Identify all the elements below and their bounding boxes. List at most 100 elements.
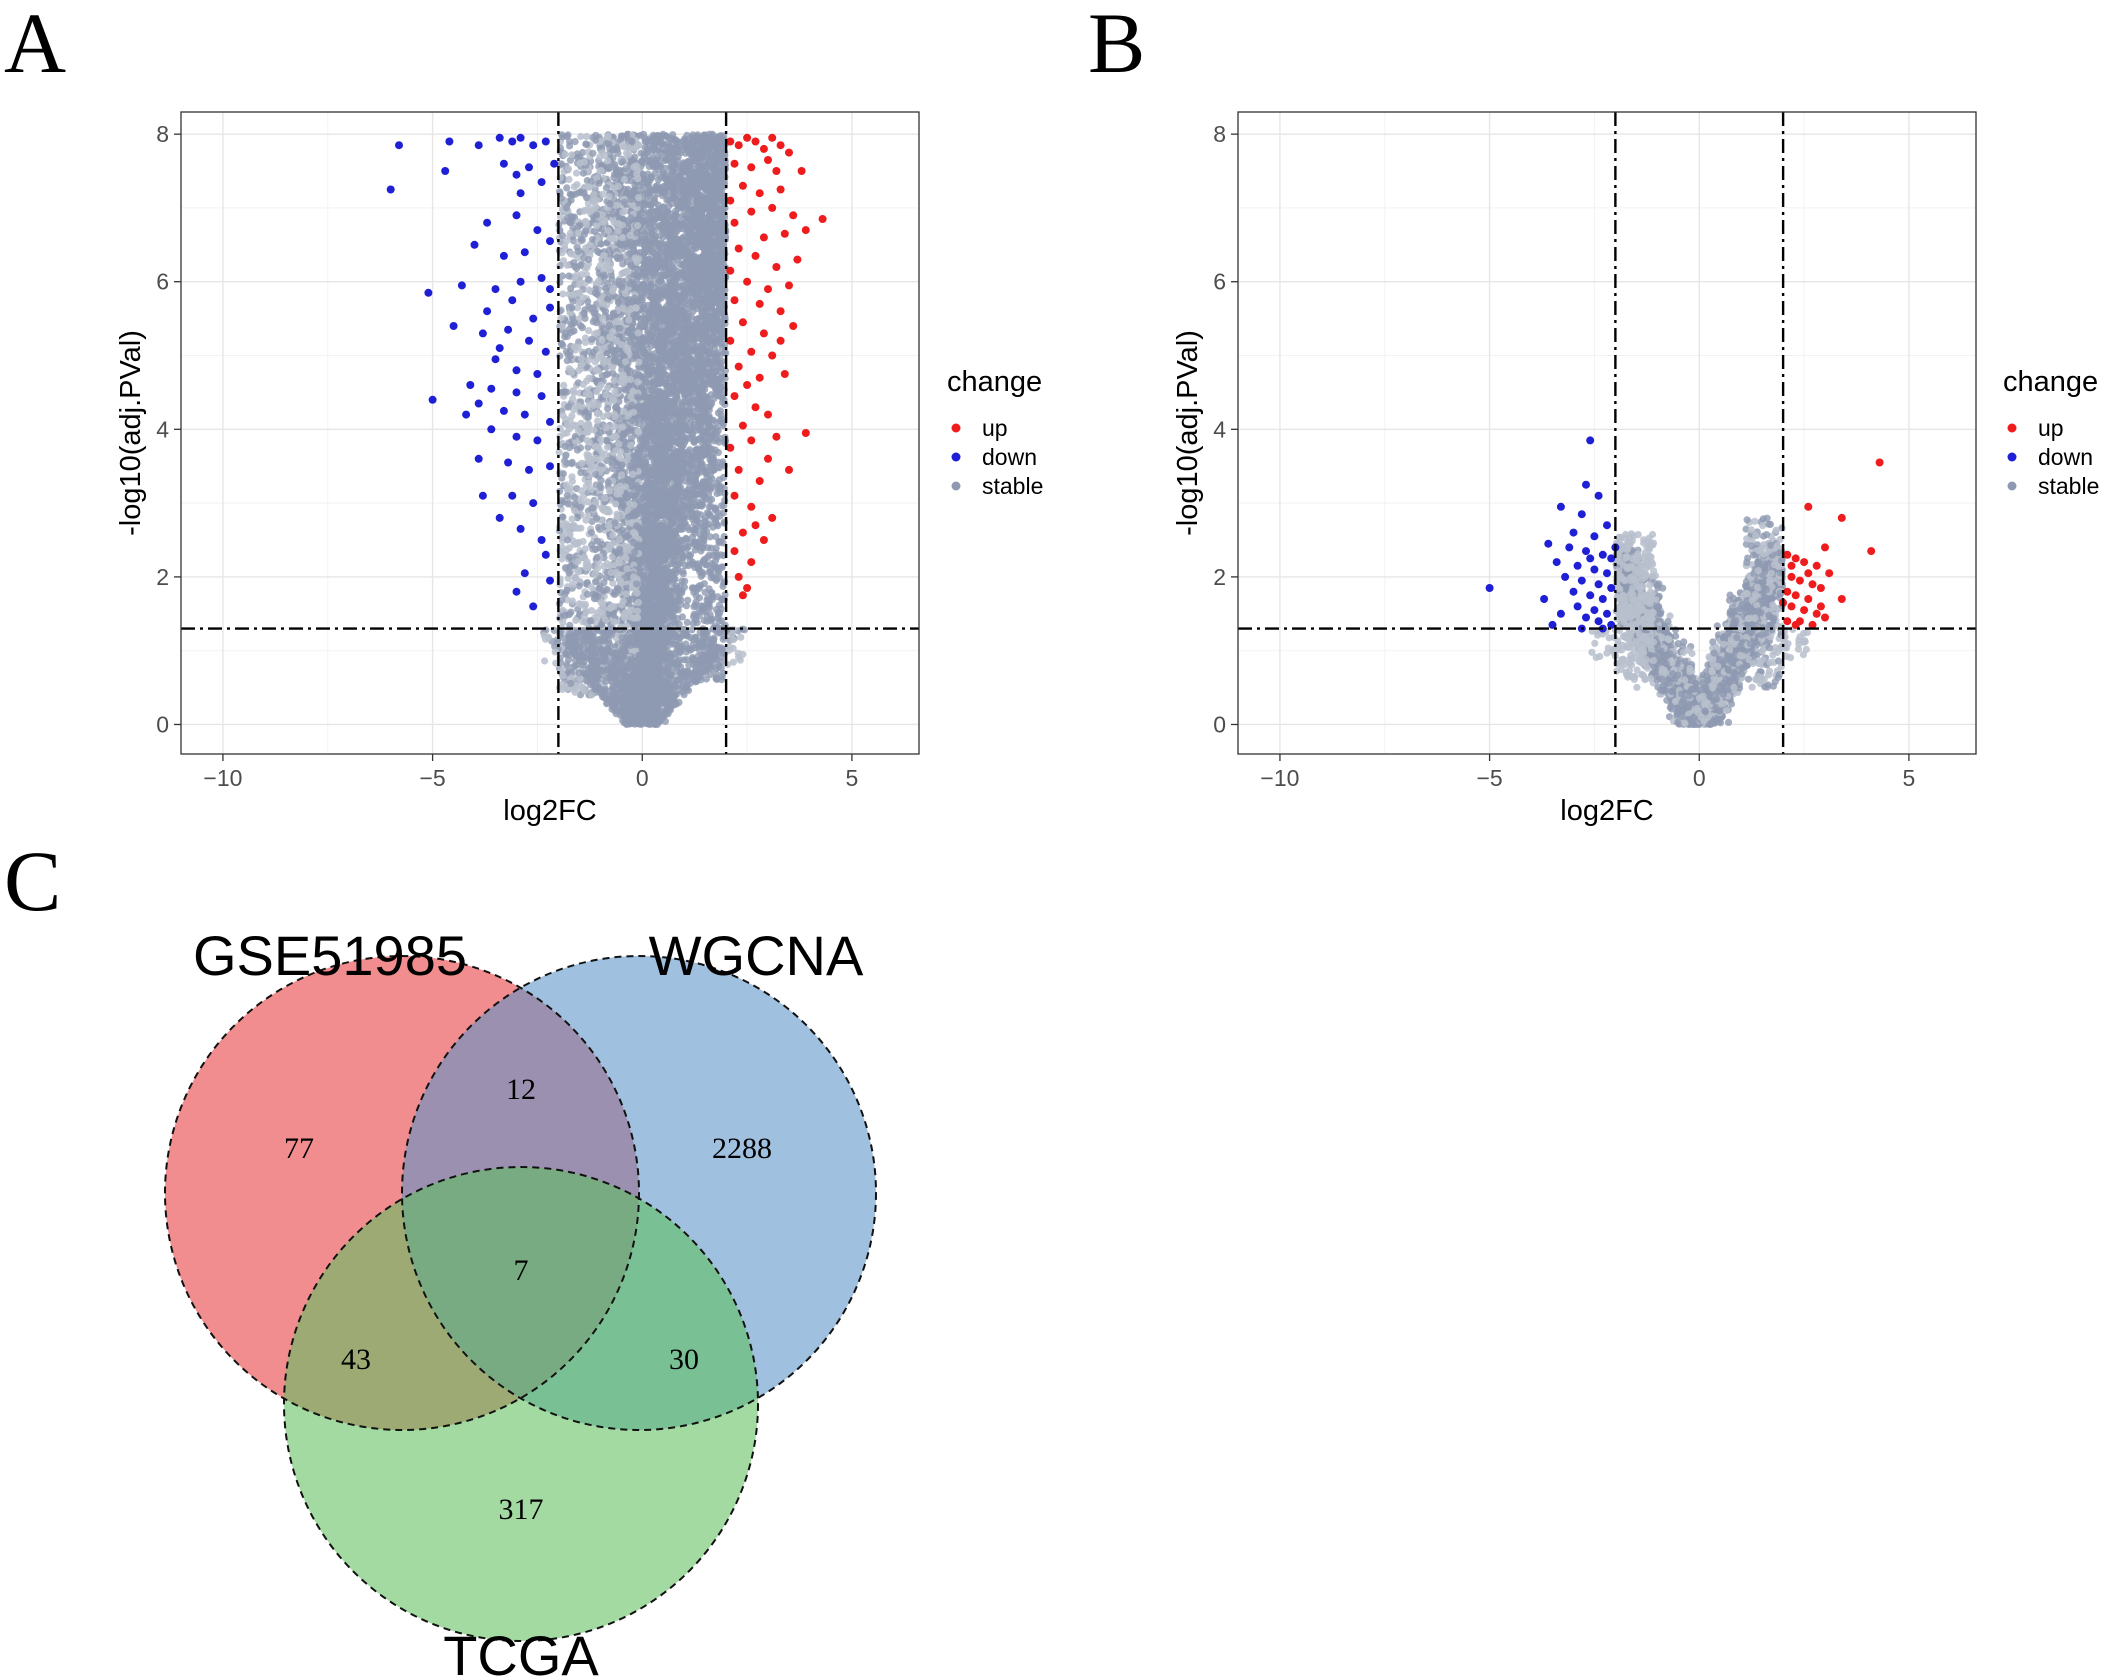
stable-point — [682, 312, 691, 320]
stable-point — [657, 149, 665, 157]
plot-background — [181, 112, 919, 754]
stable-point — [655, 602, 663, 610]
stable-point — [660, 217, 668, 225]
stable-point — [678, 398, 686, 406]
stable-point — [621, 185, 629, 193]
stable-point — [681, 135, 689, 143]
stable-point — [663, 173, 672, 181]
stable-point — [683, 227, 691, 235]
stable-point — [643, 501, 651, 509]
panel-label-c: C — [4, 833, 61, 929]
stable-point — [664, 409, 672, 417]
stable-point — [682, 602, 691, 610]
stable-point — [647, 207, 655, 215]
stable-point — [662, 132, 670, 140]
stable-point — [648, 429, 656, 437]
stable-point — [670, 135, 678, 143]
stable-point — [673, 454, 682, 462]
stable-point — [669, 370, 678, 378]
stable-point — [677, 236, 685, 244]
stable-point — [653, 380, 661, 388]
panel-label-a: A — [4, 0, 66, 91]
stable-point — [641, 410, 649, 418]
stable-point — [658, 210, 666, 218]
stable-point — [686, 366, 694, 374]
stable-point — [644, 301, 653, 309]
stable-point — [668, 290, 677, 298]
stable-point — [673, 393, 681, 401]
stable-point — [659, 286, 667, 294]
stable-point — [663, 302, 671, 311]
stable-point — [683, 383, 691, 391]
stable-point — [639, 159, 648, 167]
stable-point — [665, 492, 674, 500]
stable-point — [647, 224, 655, 232]
stable-point — [684, 596, 692, 604]
stable-point — [676, 355, 684, 363]
stable-point — [657, 240, 666, 248]
stable-point — [642, 257, 651, 265]
stable-point — [655, 415, 664, 423]
stable-point — [670, 214, 678, 222]
stable-point — [659, 594, 668, 603]
stable-point — [649, 601, 657, 609]
stable-point — [680, 583, 689, 591]
stable-point — [660, 438, 668, 446]
stable-point — [649, 290, 657, 298]
stable-point — [663, 503, 671, 511]
stable-point — [657, 277, 665, 285]
stable-point — [667, 433, 675, 441]
stable-point — [664, 242, 672, 250]
stable-points — [540, 130, 749, 729]
stable-point — [666, 331, 674, 339]
stable-point — [667, 162, 676, 171]
stable-point — [683, 618, 691, 627]
stable-point — [664, 196, 673, 204]
stable-point — [633, 445, 642, 454]
stable-point — [641, 323, 649, 331]
stable-point — [641, 436, 649, 444]
stable-point — [682, 305, 691, 313]
stable-point — [641, 143, 649, 151]
stable-point — [668, 225, 676, 233]
stable-point — [675, 148, 683, 156]
stable-point — [671, 399, 680, 407]
stable-point — [653, 507, 661, 515]
stable-point — [669, 503, 677, 511]
stable-point — [669, 308, 677, 316]
stable-point — [658, 422, 666, 430]
stable-point — [636, 239, 644, 247]
stable-point — [682, 507, 690, 515]
stable-point — [698, 342, 706, 350]
stable-point — [678, 556, 686, 565]
stable-point — [642, 471, 651, 480]
stable-point — [638, 296, 646, 304]
stable-point — [660, 399, 669, 407]
stable-point — [668, 425, 676, 433]
stable-point — [654, 389, 662, 397]
stable-point — [619, 501, 627, 509]
stable-point — [683, 535, 691, 543]
stable-point — [649, 268, 657, 276]
stable-point — [681, 287, 689, 295]
stable-point — [637, 149, 645, 157]
stable-point — [642, 549, 650, 557]
stable-point — [652, 186, 660, 194]
stable-point — [682, 391, 690, 399]
stable-point — [563, 184, 571, 192]
stable-point — [674, 247, 682, 255]
stable-point — [639, 130, 648, 138]
stable-point — [650, 214, 658, 222]
stable-point — [672, 333, 680, 341]
stable-point — [674, 483, 682, 491]
stable-point — [638, 186, 646, 194]
stable-point — [669, 613, 677, 621]
stable-point — [668, 521, 676, 529]
stable-point — [684, 551, 692, 559]
stable-point — [668, 473, 677, 481]
stable-point — [679, 221, 687, 229]
stable-point — [679, 343, 687, 351]
stable-point — [655, 473, 664, 481]
